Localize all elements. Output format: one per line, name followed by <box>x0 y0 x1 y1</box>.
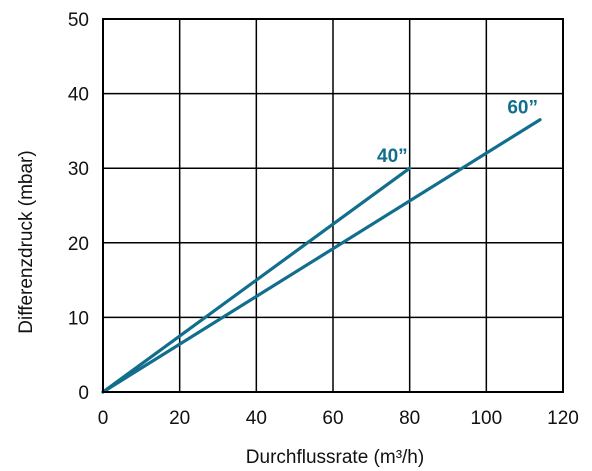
y-tick-label-0: 0 <box>78 383 89 404</box>
series-lines <box>101 118 542 394</box>
y-tick-label-4: 40 <box>68 85 89 106</box>
plot-frame <box>102 18 564 393</box>
x-tick-label-6: 120 <box>547 408 579 429</box>
x-tick-label-1: 20 <box>169 408 190 429</box>
x-axis-label: Durchflussrate (m³/h) <box>246 447 424 468</box>
x-axis-ticks: 0 20 40 60 80 100 120 <box>98 408 579 429</box>
series-line-0 <box>101 166 412 394</box>
y-axis-label: Differenzdruck (mbar) <box>16 150 37 333</box>
y-tick-label-2: 20 <box>68 234 89 255</box>
y-tick-label-3: 30 <box>68 159 89 180</box>
x-tick-label-5: 100 <box>470 408 502 429</box>
series-line-1 <box>101 118 542 394</box>
x-tick-label-0: 0 <box>98 408 109 429</box>
plot-border <box>102 18 564 393</box>
grid <box>102 18 564 393</box>
y-tick-label-5: 50 <box>68 10 89 31</box>
series-label-1: 60” <box>507 98 538 119</box>
series-labels: 40” 60” <box>377 98 538 167</box>
y-axis-ticks: 0 10 20 30 40 50 <box>68 10 89 404</box>
x-tick-label-3: 60 <box>322 408 343 429</box>
series-label-0: 40” <box>377 146 408 167</box>
y-tick-label-1: 10 <box>68 308 89 329</box>
x-tick-label-4: 80 <box>399 408 420 429</box>
x-tick-label-2: 40 <box>246 408 267 429</box>
